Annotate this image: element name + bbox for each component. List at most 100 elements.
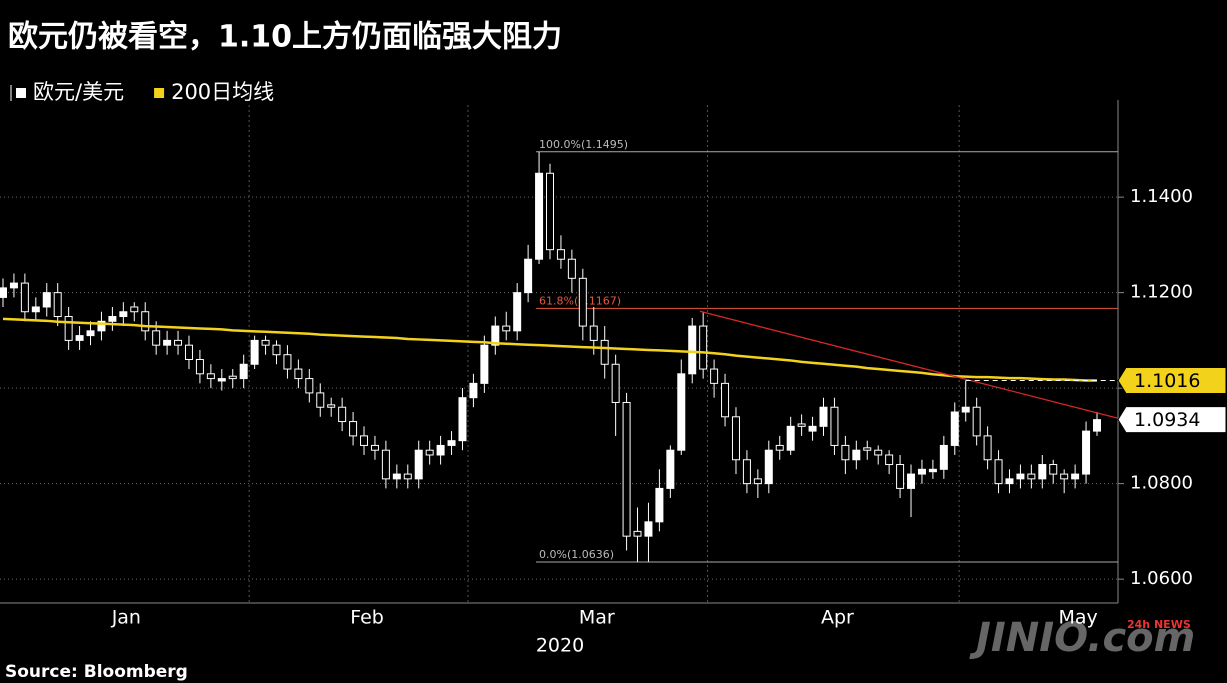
watermark: JINIO.com [969, 615, 1195, 661]
candle-body [141, 311, 150, 332]
candle-body [283, 354, 292, 370]
candle-body [896, 464, 905, 489]
candle-body [370, 444, 379, 451]
candle-body [1049, 464, 1058, 475]
x-tick-label: Mar [579, 607, 615, 629]
candle-body [174, 339, 183, 346]
x-year-label: 2020 [536, 635, 584, 657]
candle-body [425, 449, 434, 456]
candle-body [666, 449, 675, 489]
candle-body [907, 473, 916, 489]
candle-body [195, 358, 204, 375]
candle-body [786, 425, 795, 451]
candle-body [764, 449, 773, 485]
candle-body [699, 325, 708, 370]
candle-body [1060, 473, 1069, 480]
y-tick-label: 1.0600 [1130, 568, 1193, 589]
candle-body [75, 335, 84, 341]
candle-body [928, 468, 937, 473]
candle-body [622, 401, 631, 537]
candle-body [972, 406, 981, 437]
candle-body [272, 344, 281, 356]
candle-body [502, 325, 511, 332]
candle-body [1027, 473, 1036, 480]
candle-body [1038, 464, 1047, 480]
candle-body [0, 287, 7, 298]
candle-body [917, 468, 926, 475]
candle-body [731, 416, 740, 461]
candle-body [9, 282, 18, 289]
candle-body [20, 282, 29, 313]
candle-body [819, 406, 828, 427]
candle-body [513, 292, 522, 332]
candle-body [556, 249, 565, 260]
candle-body [983, 435, 992, 461]
candle-body [403, 473, 412, 480]
candle-body [578, 277, 587, 327]
ma-line [2, 317, 1097, 382]
candle-body [852, 449, 861, 461]
candle-body [119, 311, 128, 318]
candle-body [349, 421, 358, 437]
price-tag-label: 1.0934 [1134, 409, 1200, 431]
legend-swatch [154, 88, 165, 98]
chart-title: 欧元仍被看空，1.10上方仍面临强大阻力 [8, 20, 562, 55]
candle-body [633, 530, 642, 537]
candle-body [381, 449, 390, 480]
candle-body [31, 306, 40, 313]
candle-body [1071, 473, 1080, 480]
candle-body [611, 363, 620, 403]
candle-body [753, 478, 762, 485]
candle-body [491, 325, 500, 346]
candle-body [53, 292, 62, 318]
y-tick-label: 1.0800 [1130, 473, 1193, 494]
candle-body [863, 447, 872, 451]
candle-body [108, 316, 117, 322]
legend-swatch [16, 88, 26, 98]
candle-body [261, 339, 270, 346]
x-tick-label: May [1058, 607, 1097, 629]
candle-body [939, 444, 948, 470]
candle-body [97, 320, 106, 332]
candle-body [217, 378, 226, 382]
candle-body [316, 392, 325, 408]
candle-body [535, 172, 544, 260]
candle-body [250, 339, 259, 365]
source: Source: Bloomberg [5, 662, 188, 682]
candle-body [567, 258, 576, 279]
y-tick-label: 1.1400 [1130, 186, 1193, 207]
candle-body [950, 411, 959, 446]
candle-body [130, 306, 139, 313]
candle-body [228, 375, 237, 380]
candle-body [1093, 419, 1101, 432]
candle-body [436, 444, 445, 456]
candle-body [524, 258, 533, 294]
candle-body [1082, 430, 1091, 475]
x-tick-label: Jan [111, 607, 141, 629]
candle-body [163, 339, 172, 346]
x-tick-label: Apr [821, 607, 854, 629]
candle-body [447, 440, 456, 446]
y-tick-label: 1.1200 [1130, 282, 1193, 303]
candle-body [808, 425, 817, 432]
candle-body [86, 330, 95, 337]
candle-body [294, 368, 303, 380]
candle-body [874, 449, 883, 456]
trendline [699, 310, 1119, 419]
candle-body [1016, 473, 1025, 480]
candle-body [710, 368, 719, 384]
candle-body [184, 344, 193, 360]
price-tag [1117, 367, 1227, 394]
candle-body [206, 373, 215, 380]
fib-label: 100.0%(1.1495) [539, 138, 628, 151]
candle-body [688, 325, 697, 375]
candle-body [677, 373, 686, 451]
candle-body [961, 406, 970, 413]
candle-body [742, 459, 751, 485]
price-tag-label: 1.1016 [1134, 370, 1200, 392]
candle-body [414, 449, 423, 480]
candle-body [64, 316, 73, 341]
candle-body [885, 454, 894, 466]
